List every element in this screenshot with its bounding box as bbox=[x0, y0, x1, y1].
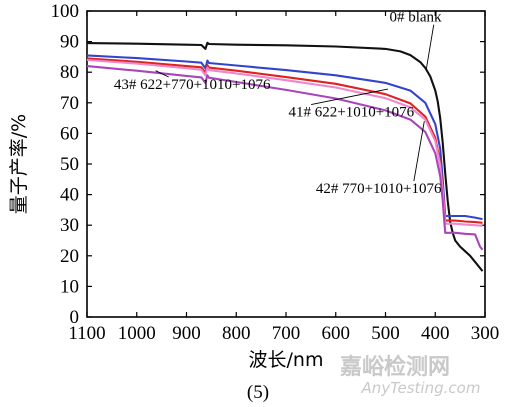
axis-ticks: 1100 1000 900 800 700 600 500 400 300 0 10 20 30 40 50… bbox=[51, 1, 500, 344]
y-tick-label: 0 bbox=[70, 307, 80, 328]
y-axis-title: 量子产率/% bbox=[8, 114, 30, 214]
series-line-1 bbox=[86, 41, 484, 272]
annotation-label: 0# blank bbox=[389, 10, 442, 26]
x-tick-label: 600 bbox=[322, 323, 351, 344]
x-tick-label: 900 bbox=[172, 323, 201, 344]
annotation-leader-line bbox=[311, 88, 389, 106]
plot-frame bbox=[86, 10, 486, 318]
y-tick-label: 10 bbox=[60, 276, 79, 297]
y-tick-label: 80 bbox=[60, 62, 79, 83]
x-tick-label: 400 bbox=[421, 323, 450, 344]
x-tick-label: 300 bbox=[471, 323, 500, 344]
annotation-label: 42# 770+1010+1076 bbox=[316, 181, 442, 197]
y-tick-label: 60 bbox=[60, 123, 79, 144]
series-lines bbox=[86, 41, 484, 272]
x-tick-label: 500 bbox=[371, 323, 400, 344]
series-line-4 bbox=[86, 58, 483, 227]
watermark-line2: AnyTesting.com bbox=[361, 379, 481, 397]
watermark-line1: 嘉峪检测网 bbox=[340, 354, 450, 380]
figure-caption: (5) bbox=[247, 382, 269, 403]
annotation-leader-line bbox=[155, 70, 169, 78]
x-axis-title: 波长/nm bbox=[249, 349, 324, 371]
y-tick-label: 20 bbox=[60, 246, 79, 267]
annotation-leader-line bbox=[413, 121, 425, 182]
annotation-label: 43# 622+770+1010+1076 bbox=[114, 77, 271, 93]
x-tick-label: 1000 bbox=[118, 323, 156, 344]
y-tick-label: 50 bbox=[60, 154, 79, 175]
annotations: 0# blank 43# 622+770+1010+1076 41# 622+101… bbox=[114, 10, 442, 197]
series-line-5 bbox=[86, 65, 484, 251]
annotation-label: 41# 622+1010+1076 bbox=[288, 105, 414, 121]
y-tick-label: 70 bbox=[60, 93, 79, 114]
series-line-2 bbox=[86, 54, 483, 221]
y-tick-label: 90 bbox=[60, 32, 79, 53]
annotation-leader-line bbox=[425, 24, 435, 70]
y-tick-label: 100 bbox=[51, 1, 80, 22]
series-line-3 bbox=[86, 57, 483, 224]
y-tick-label: 30 bbox=[60, 215, 79, 236]
x-tick-label: 1100 bbox=[68, 323, 105, 344]
x-tick-label: 800 bbox=[222, 323, 251, 344]
y-tick-label: 40 bbox=[60, 185, 79, 206]
x-tick-label: 700 bbox=[272, 323, 301, 344]
